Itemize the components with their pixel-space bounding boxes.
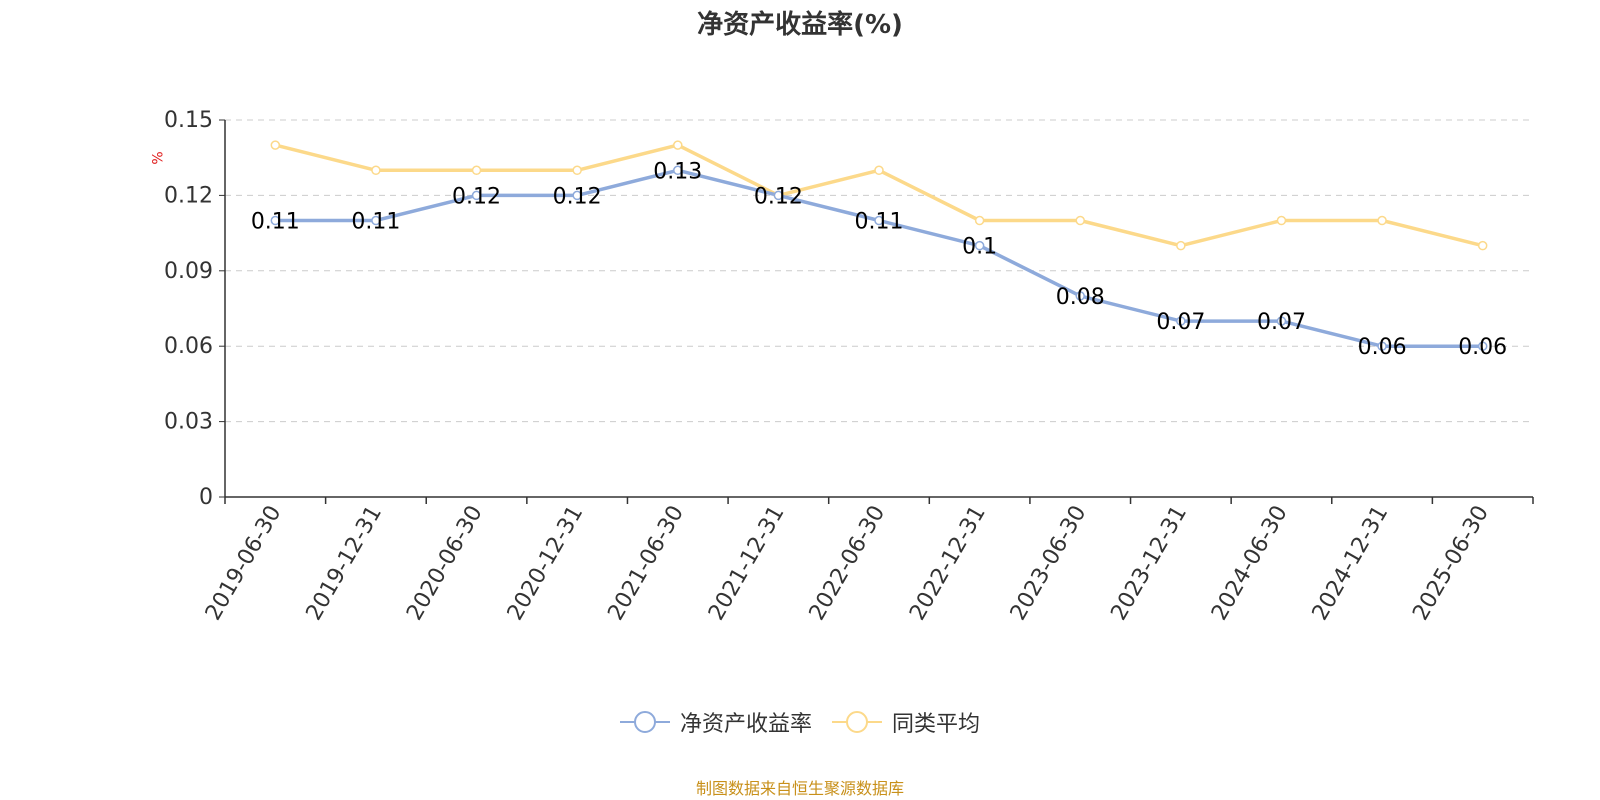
grid-lines	[225, 119, 1533, 423]
x-tick-label: 2023-06-30	[1006, 502, 1092, 625]
series-point-1	[673, 140, 683, 150]
series-point-0	[1477, 341, 1488, 351]
series-point-0	[1276, 316, 1287, 326]
x-tick-label: 2021-06-30	[603, 502, 689, 625]
data-source-note: 制图数据来自恒生聚源数据库	[695, 779, 904, 798]
legend-item-peer-average[interactable]: 同类平均	[832, 706, 980, 738]
legend-label-roe: 净资产收益率	[679, 712, 812, 737]
series-point-1	[1075, 215, 1085, 226]
series-point-0	[1377, 341, 1387, 351]
data-label: 0.13	[653, 159, 702, 184]
data-label: 0.11	[855, 210, 904, 235]
data-label: 0.11	[351, 210, 400, 235]
series-point-0	[572, 190, 582, 201]
series-point-0	[270, 215, 281, 226]
data-label: 0.12	[452, 184, 501, 209]
series-point-1	[1477, 240, 1488, 251]
series-point-1	[1276, 215, 1287, 226]
data-label: 0.12	[553, 184, 602, 209]
data-labels: 0.11 0.11 0.12 0.12 0.13 0.12 0.11 0.1 0.08 0.07 0…	[251, 159, 1507, 360]
series-point-0	[974, 240, 985, 251]
series-point-1	[1377, 215, 1387, 226]
x-tick-label: 2024-06-30	[1207, 502, 1293, 625]
legend: 净资产收益率 同类平均	[0, 706, 1600, 738]
series-points	[270, 140, 1488, 351]
axes: 0 0.03 0.06 0.09 0.12 0.15 2019-06-30 2019-12-3…	[164, 108, 1534, 625]
data-label: 0.08	[1056, 285, 1105, 310]
x-tick-label: 2021-12-31	[704, 502, 790, 625]
data-label: 0.06	[1358, 335, 1407, 360]
series-point-0	[673, 165, 683, 176]
legend-marker-roe	[619, 711, 670, 733]
x-tick-label: 2019-06-30	[201, 502, 287, 625]
series-point-1	[471, 165, 482, 176]
data-label: 0.11	[251, 210, 300, 235]
series-point-1	[270, 140, 281, 150]
y-tick-label: 0	[199, 485, 213, 510]
series-point-0	[773, 190, 784, 201]
series-point-0	[874, 215, 884, 226]
data-label: 0.07	[1257, 310, 1306, 335]
data-label: 0.1	[962, 235, 997, 260]
series-point-1	[1176, 240, 1186, 251]
x-tick-label: 2020-12-31	[503, 502, 589, 625]
series-point-1	[974, 215, 985, 226]
y-tick-label: 0.15	[164, 108, 213, 133]
y-tick-label: 0.03	[164, 410, 213, 435]
series-point-0	[1176, 316, 1186, 326]
x-tick-label: 2022-06-30	[805, 502, 891, 625]
line-chart: 0 0.03 0.06 0.09 0.12 0.15 2019-06-30 2019-12-3…	[164, 108, 1534, 625]
x-tick-label: 2019-12-31	[302, 502, 388, 625]
legend-marker-peer-average	[832, 711, 882, 733]
chart-title: 净资产收益率(%)	[697, 10, 903, 40]
x-tick-label: 2020-06-30	[402, 502, 488, 625]
y-tick-label: 0.06	[164, 334, 213, 359]
data-label: 0.12	[754, 184, 803, 209]
series-point-1	[874, 165, 884, 176]
x-tick-label: 2025-06-30	[1408, 502, 1494, 625]
y-tick-label: 0.09	[164, 259, 213, 284]
data-label: 0.06	[1458, 335, 1507, 360]
legend-item-roe[interactable]: 净资产收益率	[619, 706, 812, 738]
series-point-0	[471, 190, 482, 201]
series-point-0	[1075, 291, 1085, 301]
legend-label-peer-average: 同类平均	[892, 712, 981, 737]
series-point-1	[371, 165, 381, 176]
series-point-0	[371, 215, 381, 226]
x-tick-label: 2023-12-31	[1106, 502, 1192, 625]
y-tick-label: 0.12	[164, 183, 213, 208]
x-tick-label: 2022-12-31	[905, 502, 991, 625]
data-label: 0.07	[1156, 310, 1205, 335]
x-tick-label: 2024-12-31	[1308, 502, 1394, 625]
series-point-1	[572, 165, 582, 176]
